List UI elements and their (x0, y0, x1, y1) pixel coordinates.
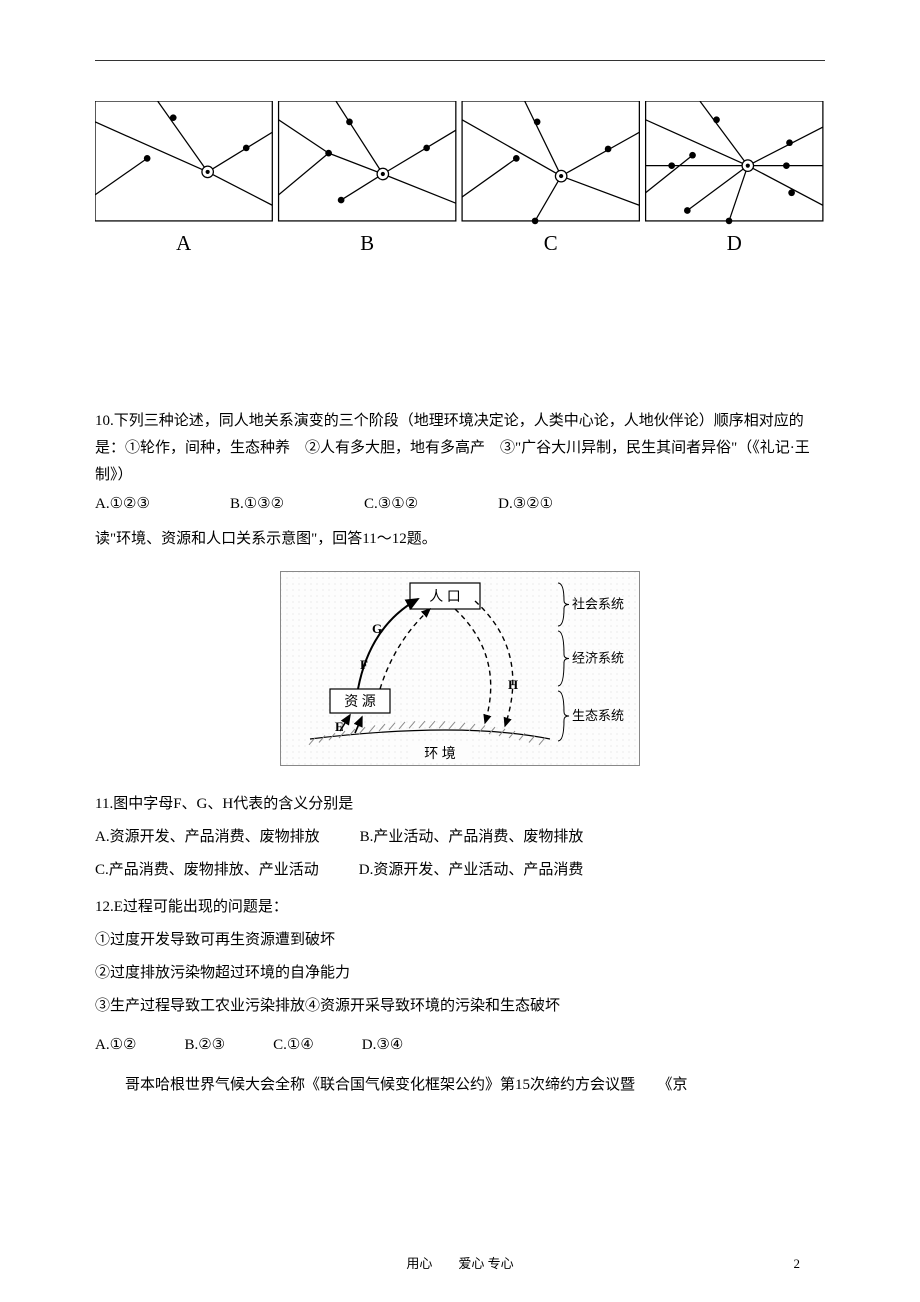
trailing-paragraph: 哥本哈根世界气候大会全称《联合国气候变化框架公约》第15次缔约方会议暨 《京 (95, 1072, 825, 1099)
svg-text:经济系统: 经济系统 (572, 650, 624, 665)
q10-stem: 10.下列三种论述，同人地关系演变的三个阶段（地理环境决定论，人类中心论，人地伙… (95, 408, 825, 489)
q10-options: A.①②③ B.①③② C.③①② D.③②① (95, 491, 825, 518)
q12-line1: ①过度开发导致可再生资源遭到破坏 (95, 924, 825, 957)
q12-opt-b: B.②③ (184, 1029, 225, 1062)
svg-text:B: B (360, 231, 374, 255)
svg-text:社会系统: 社会系统 (572, 596, 624, 611)
svg-text:C: C (544, 231, 558, 255)
top-rule (95, 60, 825, 61)
svg-text:生态系统: 生态系统 (572, 708, 624, 723)
q12-options: A.①② B.②③ C.①④ D.③④ (95, 1029, 825, 1062)
q11-opt-a: A.资源开发、产品消费、废物排放 (95, 821, 320, 854)
q12-opt-a: A.①② (95, 1029, 136, 1062)
question-10: 10.下列三种论述，同人地关系演变的三个阶段（地理环境决定论，人类中心论，人地伙… (95, 408, 825, 518)
page-number: 2 (794, 1256, 801, 1272)
svg-text:F: F (360, 657, 368, 672)
svg-text:E: E (335, 719, 344, 734)
svg-text:人 口: 人 口 (429, 589, 461, 605)
q12-stem: 12.E过程可能出现的问题是： (95, 891, 825, 924)
question-11: 11.图中字母F、G、H代表的含义分别是 A.资源开发、产品消费、废物排放 B.… (95, 788, 825, 887)
svg-text:H: H (508, 677, 518, 692)
network-graph-figure: A B C D (95, 101, 825, 268)
footer-text: 用心 爱心 专心 (406, 1256, 513, 1271)
env-resource-pop-diagram: 人 口资 源环 境 G F H E 社会系统经济系统生态系统 (280, 571, 640, 766)
q10-opt-d: D.③②① (498, 491, 553, 518)
q10-opt-b: B.①③② (230, 491, 284, 518)
svg-text:资 源: 资 源 (344, 694, 376, 710)
q12-opt-c: C.①④ (273, 1029, 314, 1062)
svg-text:A: A (176, 231, 191, 255)
q11-opt-b: B.产业活动、产品消费、废物排放 (360, 821, 584, 854)
question-12: 12.E过程可能出现的问题是： ①过度开发导致可再生资源遭到破坏 ②过度排放污染… (95, 891, 825, 1062)
q12-line2: ②过度排放污染物超过环境的自净能力 (95, 957, 825, 990)
q11-opt-d: D.资源开发、产业活动、产品消费 (359, 854, 584, 887)
svg-text:D: D (727, 231, 742, 255)
q12-line3: ③生产过程导致工农业污染排放④资源开采导致环境的污染和生态破坏 (95, 990, 825, 1023)
q11-stem: 11.图中字母F、G、H代表的含义分别是 (95, 788, 825, 821)
q10-opt-c: C.③①② (364, 491, 418, 518)
env-resource-pop-diagram-wrap: 人 口资 源环 境 G F H E 社会系统经济系统生态系统 (95, 571, 825, 766)
q12-opt-d: D.③④ (362, 1029, 403, 1062)
svg-text:环 境: 环 境 (424, 746, 456, 762)
page-footer: 用心 爱心 专心 2 (0, 1253, 920, 1272)
q11-12-intro: 读"环境、资源和人口关系示意图"，回答11～12题。 (95, 526, 825, 553)
q10-opt-a: A.①②③ (95, 491, 150, 518)
q11-opt-c: C.产品消费、废物排放、产业活动 (95, 854, 319, 887)
svg-text:G: G (372, 621, 382, 636)
